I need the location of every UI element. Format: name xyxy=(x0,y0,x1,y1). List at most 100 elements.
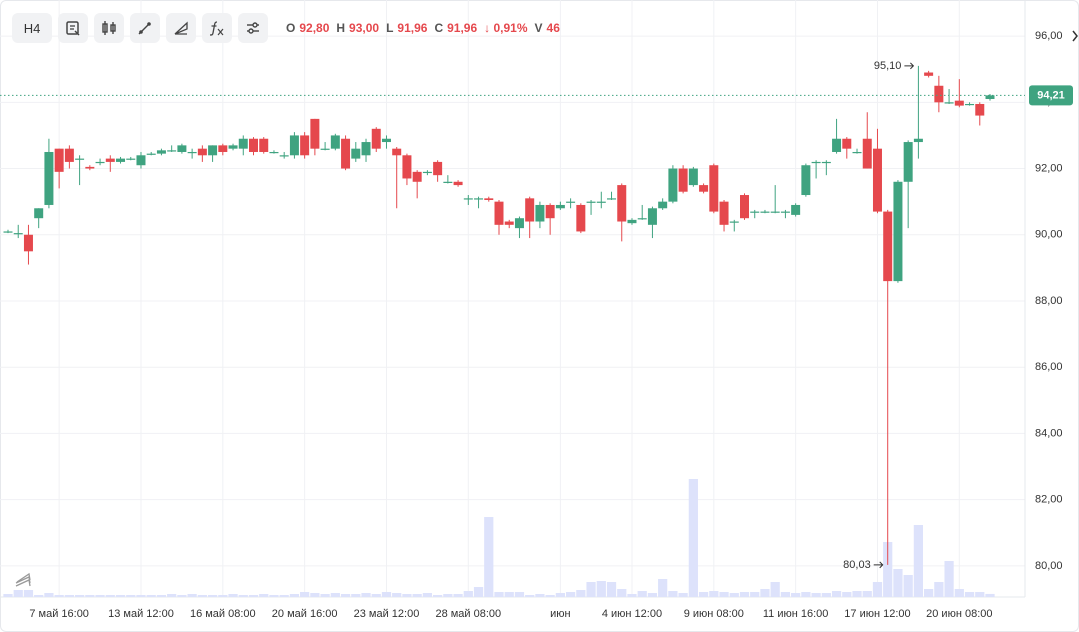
candle-body xyxy=(484,198,494,200)
layers-icon xyxy=(15,572,31,587)
volume-bar xyxy=(760,589,770,597)
candle-body xyxy=(883,211,893,282)
candle-body xyxy=(535,204,545,222)
volume-bar xyxy=(259,594,269,597)
ohlc-key: H xyxy=(336,21,346,35)
volume-bar xyxy=(34,595,44,597)
x-tick-label: 20 июн 08:00 xyxy=(926,608,992,620)
volume-bar xyxy=(85,595,95,597)
candle-body xyxy=(3,231,13,233)
volume-bar xyxy=(361,593,371,597)
x-tick-label: 17 июн 12:00 xyxy=(844,608,910,620)
candle-body xyxy=(729,221,739,223)
volume-bar xyxy=(709,591,719,597)
candle-body xyxy=(279,155,289,157)
candle-body xyxy=(105,158,115,162)
volume-bar xyxy=(300,592,310,597)
ohlc-key: V xyxy=(534,21,543,35)
volume-bar xyxy=(739,592,750,597)
candle-body xyxy=(934,85,944,103)
x-tick-label: 11 июн 16:00 xyxy=(763,608,829,620)
annotation-label: 80,03 xyxy=(843,559,871,571)
candle-body xyxy=(944,102,954,104)
candle-body xyxy=(259,138,269,152)
volume-bar xyxy=(586,582,596,597)
y-tick-label: 96,00 xyxy=(1035,30,1063,42)
volume-bar xyxy=(934,582,944,597)
volume-bar xyxy=(811,593,821,597)
candle-body xyxy=(75,158,85,160)
volume-bar xyxy=(719,592,729,597)
candle-body xyxy=(310,118,320,149)
candle-body xyxy=(156,150,166,154)
candle-body xyxy=(576,204,586,232)
settings-button[interactable] xyxy=(238,13,268,43)
volume-bar xyxy=(770,582,780,597)
volume-bar xyxy=(637,591,647,597)
candle-body xyxy=(688,168,698,186)
volume-bar xyxy=(504,592,514,597)
volume-bar xyxy=(494,592,504,597)
volume-bar xyxy=(698,592,709,597)
volume-bar xyxy=(105,595,115,597)
candle-body xyxy=(514,218,524,229)
candle-body xyxy=(54,148,64,172)
volume-bar xyxy=(289,594,300,597)
volume-bar xyxy=(780,592,791,597)
candle-body xyxy=(525,198,535,222)
volume-bar xyxy=(924,589,934,597)
volume-bar xyxy=(565,592,576,597)
drawing-button[interactable] xyxy=(130,13,160,43)
collapse-icon xyxy=(1072,30,1078,42)
volume-bar xyxy=(136,595,146,597)
volume-bar xyxy=(975,592,985,597)
candle-body xyxy=(351,148,361,159)
candle-body xyxy=(913,138,923,143)
ohlc-key: C xyxy=(434,21,444,35)
candle-body xyxy=(177,145,187,152)
candle-body xyxy=(555,204,565,209)
volume-bar xyxy=(433,595,443,597)
volume-bar xyxy=(228,594,238,597)
candle-body xyxy=(402,155,412,179)
candle-body xyxy=(740,195,749,219)
annotation-label: 95,10 xyxy=(874,60,902,72)
volume-bar xyxy=(381,592,392,597)
candle-body xyxy=(381,138,391,143)
candle-body xyxy=(433,161,443,176)
functions-button[interactable] xyxy=(202,13,232,43)
icon xyxy=(138,22,151,35)
candle-body xyxy=(116,158,126,162)
candle-body xyxy=(627,219,637,224)
candle-body xyxy=(862,138,872,169)
ohlc-value: 91,96 xyxy=(397,21,428,35)
x-tick-label: 20 май 16:00 xyxy=(272,608,338,620)
volume-bar xyxy=(146,595,156,597)
volume-bar xyxy=(525,595,535,597)
candle-body xyxy=(443,181,453,183)
timeframe-button[interactable]: H4 xyxy=(12,13,52,43)
volume-bar xyxy=(3,594,13,597)
candle-body xyxy=(44,151,54,205)
volume-bar xyxy=(187,594,197,597)
chart-type-button[interactable] xyxy=(94,13,124,43)
x-tick-label: 23 май 12:00 xyxy=(354,608,420,620)
candle-body xyxy=(903,142,913,182)
indicators-button[interactable] xyxy=(58,13,88,43)
candle-body xyxy=(832,138,842,152)
volume-bar xyxy=(729,593,739,597)
candle-body xyxy=(954,100,964,106)
candle-body xyxy=(167,150,177,152)
candle-body xyxy=(760,211,770,213)
candle-body xyxy=(647,208,657,225)
volume-bar xyxy=(463,591,473,597)
shapes-button[interactable] xyxy=(166,13,196,43)
volume-bar xyxy=(944,561,954,597)
candle-body xyxy=(228,145,238,149)
candle-body xyxy=(678,168,688,192)
volume-bar xyxy=(514,592,525,597)
icon xyxy=(247,22,259,34)
candle-body xyxy=(893,181,903,282)
volume-bar xyxy=(658,579,668,597)
